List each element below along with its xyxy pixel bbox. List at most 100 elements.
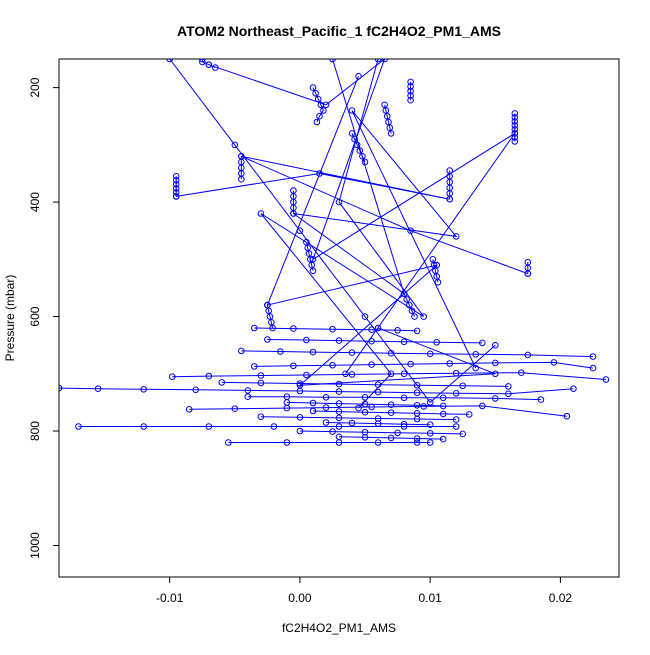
data-point bbox=[335, 388, 343, 395]
data-point bbox=[322, 404, 330, 411]
data-point bbox=[348, 419, 356, 427]
data-point bbox=[434, 278, 442, 286]
data-point bbox=[244, 387, 252, 394]
data-series bbox=[218, 379, 512, 390]
data-point bbox=[413, 410, 421, 417]
data-series bbox=[335, 433, 447, 443]
data-point bbox=[589, 364, 597, 372]
series-line bbox=[286, 401, 444, 407]
series-line bbox=[260, 416, 457, 421]
data-point bbox=[387, 370, 395, 378]
data-point bbox=[355, 404, 362, 412]
data-point bbox=[283, 439, 291, 446]
data-point bbox=[313, 118, 321, 126]
data-point bbox=[361, 394, 369, 401]
data-point bbox=[426, 421, 434, 429]
data-point bbox=[589, 353, 597, 360]
data-series bbox=[407, 78, 414, 104]
data-point bbox=[361, 313, 369, 320]
data-point bbox=[452, 390, 460, 397]
series-line bbox=[266, 304, 274, 329]
data-point bbox=[231, 141, 239, 149]
data-point bbox=[387, 409, 395, 417]
data-point bbox=[426, 430, 434, 437]
data-point bbox=[348, 107, 356, 114]
data-point bbox=[465, 411, 473, 418]
series-line bbox=[312, 87, 324, 123]
data-series bbox=[322, 419, 434, 429]
y-tick-label: 200 bbox=[28, 77, 42, 97]
data-point bbox=[244, 393, 252, 401]
data-point bbox=[439, 394, 447, 402]
data-point bbox=[570, 385, 577, 393]
data-point bbox=[169, 373, 176, 381]
data-point bbox=[413, 389, 421, 397]
series-layer bbox=[59, 59, 610, 446]
data-point bbox=[322, 419, 330, 426]
data-point bbox=[387, 130, 395, 137]
data-point bbox=[400, 370, 408, 378]
series-line bbox=[254, 361, 594, 369]
data-point bbox=[407, 83, 414, 90]
data-point bbox=[322, 394, 330, 401]
data-point bbox=[407, 360, 414, 368]
data-point bbox=[387, 401, 395, 409]
data-point bbox=[511, 122, 519, 129]
data-point bbox=[355, 72, 362, 80]
data-point bbox=[172, 189, 180, 196]
data-point bbox=[439, 410, 447, 418]
data-point bbox=[492, 395, 499, 402]
series-line bbox=[338, 436, 444, 440]
data-point bbox=[394, 429, 401, 437]
data-point bbox=[309, 399, 317, 407]
data-point bbox=[426, 439, 434, 446]
data-point bbox=[316, 170, 323, 177]
series-line bbox=[241, 350, 594, 358]
series-line bbox=[208, 59, 516, 375]
data-series bbox=[225, 439, 434, 446]
data-point bbox=[459, 382, 467, 390]
series-line bbox=[221, 381, 509, 387]
data-point bbox=[505, 390, 512, 398]
data-point bbox=[413, 439, 421, 446]
series-line bbox=[293, 59, 477, 369]
data-point bbox=[290, 210, 297, 217]
data-point bbox=[374, 59, 382, 63]
data-series bbox=[251, 324, 421, 335]
data-point bbox=[511, 138, 519, 145]
data-point bbox=[172, 193, 180, 200]
data-point bbox=[348, 349, 356, 356]
data-point bbox=[329, 361, 336, 369]
series-line bbox=[403, 293, 415, 317]
data-point bbox=[524, 351, 532, 359]
data-point bbox=[238, 153, 245, 160]
y-axis-label: Pressure (mbar) bbox=[3, 275, 17, 362]
data-point bbox=[524, 270, 532, 277]
data-series bbox=[169, 369, 610, 383]
data-point bbox=[225, 439, 232, 446]
series-line bbox=[189, 405, 567, 417]
data-point bbox=[374, 420, 382, 427]
data-point bbox=[316, 112, 323, 120]
data-point bbox=[518, 369, 525, 377]
data-series bbox=[309, 84, 327, 126]
data-point bbox=[322, 101, 330, 109]
data-point bbox=[320, 107, 327, 114]
data-point bbox=[433, 339, 441, 346]
data-series bbox=[199, 59, 219, 71]
data-point bbox=[511, 126, 519, 133]
data-point bbox=[505, 383, 512, 390]
data-point bbox=[511, 118, 519, 125]
data-point bbox=[290, 362, 297, 370]
data-point bbox=[335, 380, 343, 388]
x-tick-label: 0.01 bbox=[418, 591, 442, 605]
data-point bbox=[446, 360, 454, 367]
data-point bbox=[199, 59, 206, 66]
data-point bbox=[433, 261, 441, 269]
data-series bbox=[524, 258, 532, 277]
data-point bbox=[413, 327, 421, 335]
series-line bbox=[59, 387, 574, 395]
data-point bbox=[270, 423, 278, 430]
data-point bbox=[264, 301, 271, 309]
data-point bbox=[492, 370, 499, 378]
